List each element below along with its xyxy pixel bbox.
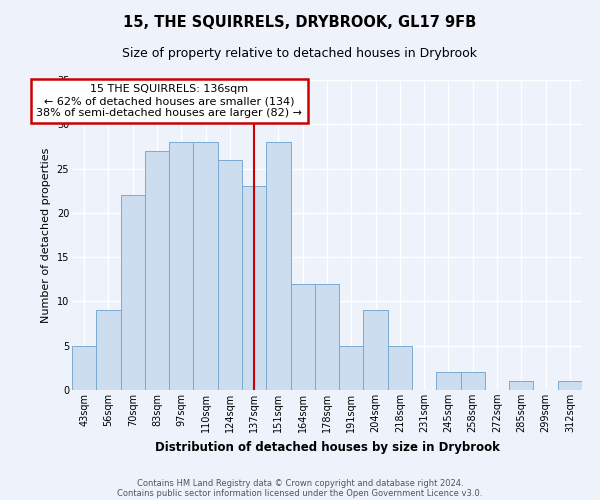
Bar xyxy=(121,195,145,390)
Bar xyxy=(145,151,169,390)
Bar xyxy=(218,160,242,390)
Bar xyxy=(72,346,96,390)
Bar xyxy=(558,381,582,390)
Bar xyxy=(315,284,339,390)
X-axis label: Distribution of detached houses by size in Drybrook: Distribution of detached houses by size … xyxy=(155,440,499,454)
Text: Size of property relative to detached houses in Drybrook: Size of property relative to detached ho… xyxy=(122,48,478,60)
Bar xyxy=(509,381,533,390)
Bar xyxy=(242,186,266,390)
Bar xyxy=(290,284,315,390)
Bar xyxy=(388,346,412,390)
Text: Contains public sector information licensed under the Open Government Licence v3: Contains public sector information licen… xyxy=(118,488,482,498)
Bar xyxy=(193,142,218,390)
Bar xyxy=(266,142,290,390)
Bar xyxy=(96,310,121,390)
Y-axis label: Number of detached properties: Number of detached properties xyxy=(41,148,51,322)
Text: 15 THE SQUIRRELS: 136sqm
← 62% of detached houses are smaller (134)
38% of semi-: 15 THE SQUIRRELS: 136sqm ← 62% of detach… xyxy=(36,84,302,117)
Bar xyxy=(461,372,485,390)
Text: 15, THE SQUIRRELS, DRYBROOK, GL17 9FB: 15, THE SQUIRRELS, DRYBROOK, GL17 9FB xyxy=(124,15,476,30)
Bar xyxy=(364,310,388,390)
Text: Contains HM Land Registry data © Crown copyright and database right 2024.: Contains HM Land Registry data © Crown c… xyxy=(137,478,463,488)
Bar xyxy=(436,372,461,390)
Bar xyxy=(169,142,193,390)
Bar xyxy=(339,346,364,390)
